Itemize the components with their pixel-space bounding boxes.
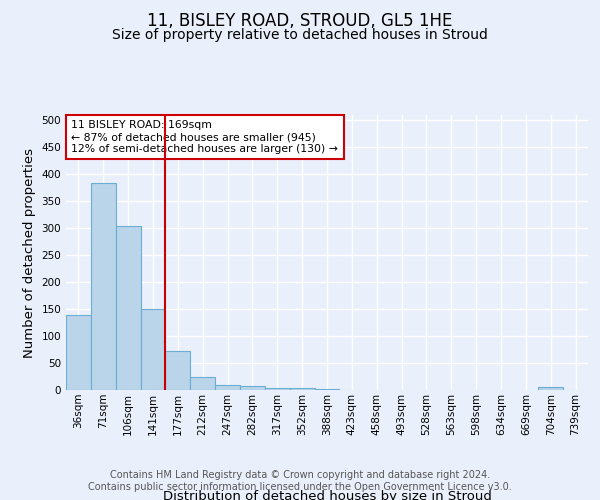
- Text: Contains public sector information licensed under the Open Government Licence v3: Contains public sector information licen…: [88, 482, 512, 492]
- Bar: [140, 309, 166, 390]
- Bar: [240, 386, 265, 390]
- X-axis label: Distribution of detached houses by size in Stroud: Distribution of detached houses by size …: [163, 490, 491, 500]
- Text: Size of property relative to detached houses in Stroud: Size of property relative to detached ho…: [112, 28, 488, 42]
- Bar: [66, 314, 91, 390]
- Bar: [190, 376, 215, 390]
- Bar: [314, 389, 340, 390]
- Bar: [166, 351, 190, 390]
- Text: 11 BISLEY ROAD: 169sqm
← 87% of detached houses are smaller (945)
12% of semi-de: 11 BISLEY ROAD: 169sqm ← 87% of detached…: [71, 120, 338, 154]
- Bar: [116, 226, 140, 390]
- Bar: [538, 388, 563, 390]
- Text: Contains HM Land Registry data © Crown copyright and database right 2024.: Contains HM Land Registry data © Crown c…: [110, 470, 490, 480]
- Bar: [265, 388, 290, 390]
- Bar: [91, 184, 116, 390]
- Bar: [215, 384, 240, 390]
- Bar: [290, 388, 314, 390]
- Text: 11, BISLEY ROAD, STROUD, GL5 1HE: 11, BISLEY ROAD, STROUD, GL5 1HE: [148, 12, 452, 30]
- Y-axis label: Number of detached properties: Number of detached properties: [23, 148, 36, 358]
